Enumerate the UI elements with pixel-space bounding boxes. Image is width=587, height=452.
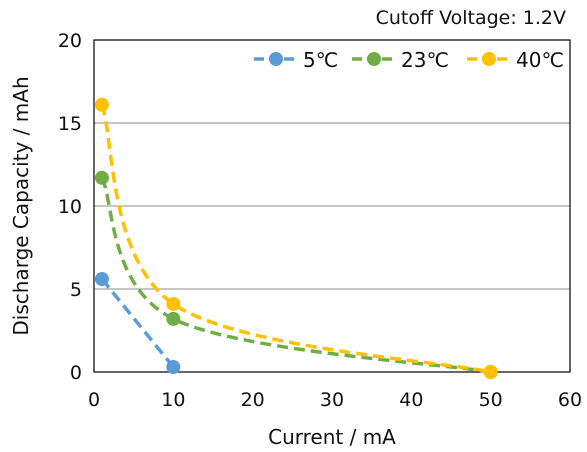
x-tick-label: 60 (558, 389, 582, 411)
gridlines (94, 122, 570, 290)
x-tick-label: 20 (241, 389, 265, 411)
y-tick-label: 10 (58, 196, 82, 218)
data-point-s2-p2 (483, 365, 498, 379)
y-tick-label: 5 (70, 279, 82, 301)
legend-swatch-marker (482, 52, 496, 66)
data-point-s1-p1 (166, 311, 181, 326)
legend-item-2: 40℃ (467, 48, 564, 72)
legend-label: 5℃ (303, 48, 338, 72)
series-lines (100, 104, 492, 374)
legend-item-1: 23℃ (352, 48, 449, 72)
legend-item-0: 5℃ (254, 48, 338, 72)
x-tick-label: 30 (320, 389, 344, 411)
x-tick-label: 10 (161, 389, 185, 411)
cutoff-voltage-annotation: Cutoff Voltage: 1.2V (376, 7, 566, 29)
legend-label: 40℃ (516, 48, 564, 72)
data-point-s2-p0 (94, 97, 109, 112)
data-point-s1-p0 (94, 170, 109, 185)
series-line-0 (100, 277, 175, 369)
legend-swatch-marker (269, 52, 283, 66)
x-axis-label: Current / mA (268, 425, 396, 449)
plot-frame (93, 39, 571, 373)
y-tick-labels: 0 5 10 15 20 (58, 30, 82, 384)
legend-label: 23℃ (401, 48, 449, 72)
y-tick-label: 15 (58, 113, 82, 135)
legend: 5℃ 23℃ 40℃ (254, 48, 564, 72)
y-tick-label: 0 (70, 362, 82, 384)
y-axis-label: Discharge Capacity / mAh (9, 76, 33, 335)
y-tick-label: 20 (58, 30, 82, 52)
series-markers (94, 97, 498, 379)
data-point-s0-p1 (166, 360, 181, 375)
x-tick-label: 0 (88, 389, 100, 411)
x-tick-label: 50 (479, 389, 503, 411)
series-line-2 (100, 104, 492, 374)
legend-swatch-marker (367, 52, 381, 66)
x-tick-label: 40 (399, 389, 423, 411)
data-point-s0-p0 (94, 272, 109, 287)
data-point-s2-p1 (166, 296, 181, 311)
series-line-1 (100, 176, 491, 374)
x-tick-labels: 0 10 20 30 40 50 60 (88, 389, 582, 411)
